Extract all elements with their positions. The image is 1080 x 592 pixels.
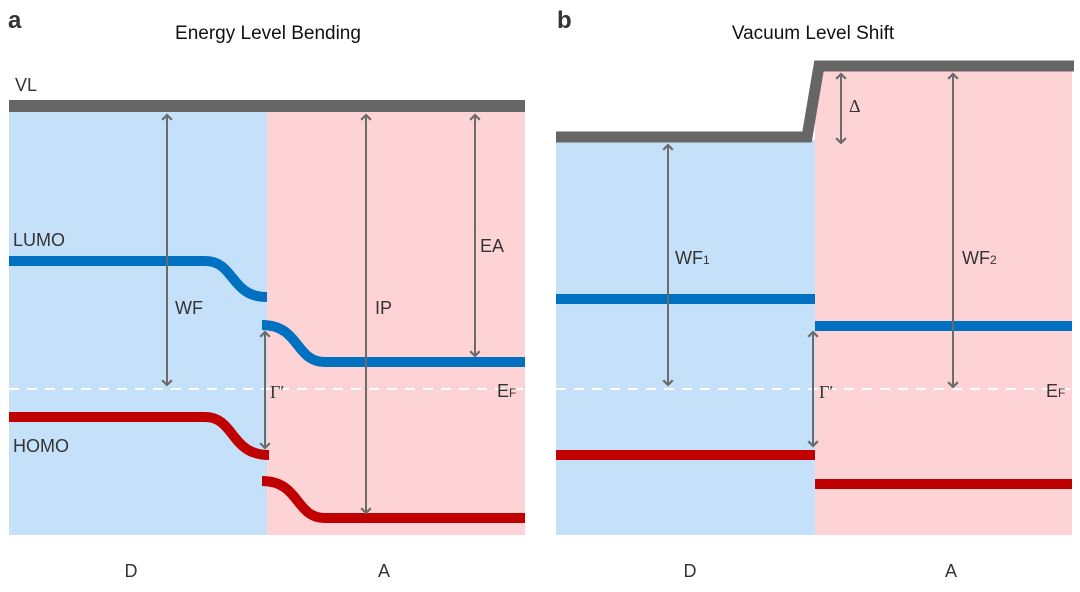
wf1-label: WF1 [675, 248, 710, 268]
ef-label: EF [497, 381, 516, 401]
acceptor-homo [261, 476, 525, 523]
vl-label: VL [15, 75, 37, 95]
gamma-label: Γ′ [819, 382, 833, 402]
vacuum-level [556, 60, 1074, 143]
panel-letter: a [8, 7, 22, 34]
ip-label: IP [375, 298, 392, 318]
panel-title: Vacuum Level Shift [732, 23, 895, 44]
donor-label: D [125, 561, 138, 581]
acceptor-label: A [945, 561, 957, 581]
panel-letter: b [557, 7, 572, 34]
donor-lumo [9, 256, 268, 302]
lumo-label: LUMO [13, 230, 65, 250]
donor-region [556, 140, 815, 535]
vacuum-level [9, 100, 525, 112]
acceptor-region [267, 112, 525, 535]
panel-a: a Energy Level Bending VL LUMO HOMO WF I… [8, 7, 525, 581]
wf-label: WF [175, 298, 203, 318]
donor-homo [9, 412, 270, 460]
panel-b: b Vacuum Level Shift Δ WF1 WF2 EF Γ′ D A [556, 7, 1074, 581]
acceptor-lumo [261, 320, 525, 367]
ea-label: EA [480, 236, 504, 256]
wf2-label: WF2 [962, 248, 997, 268]
ef-label: EF [1046, 381, 1065, 401]
acceptor-label: A [378, 561, 390, 581]
donor-region [9, 112, 267, 535]
donor-label: D [684, 561, 697, 581]
panel-title: Energy Level Bending [175, 23, 361, 44]
gamma-label: Γ′ [270, 382, 284, 402]
delta-label: Δ [849, 96, 861, 116]
homo-label: HOMO [13, 436, 69, 456]
acceptor-region [815, 70, 1072, 535]
